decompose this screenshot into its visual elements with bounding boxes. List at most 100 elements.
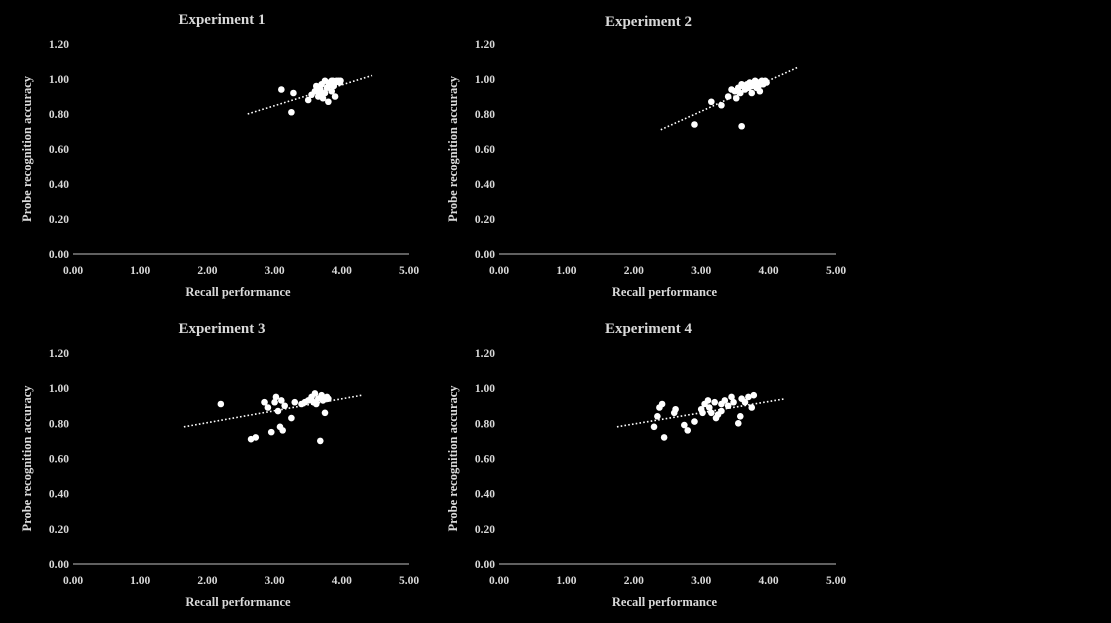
data-point (316, 89, 324, 97)
chart-panel-2: Experiment 2 0.00 1.00 2.00 3.00 4.00 5.00 0.00… (446, 14, 846, 299)
data-point (304, 96, 312, 104)
y-axis-label: Probe recognition accuracy (20, 385, 34, 532)
chart-title: Experiment 3 (178, 321, 265, 337)
data-point (290, 89, 297, 97)
data-point (278, 86, 285, 93)
data-point (736, 413, 744, 420)
x-tick-label: 1.00 (130, 575, 150, 587)
data-point (278, 397, 285, 404)
x-tick-label: 2.00 (197, 575, 217, 587)
data-point (691, 121, 698, 128)
data-point (264, 404, 272, 411)
data-point (288, 108, 295, 116)
y-tick-label: 0.00 (475, 559, 495, 571)
y-tick-label: 0.60 (475, 144, 495, 156)
data-point (267, 428, 275, 436)
data-point (691, 418, 698, 425)
data-point (318, 391, 325, 399)
y-tick-label: 0.40 (49, 489, 69, 501)
y-tick-label: 0.20 (49, 214, 69, 226)
chart-panel-4: Experiment 4 0.00 1.00 2.00 3.00 4.00 5.00 0.00… (446, 321, 846, 609)
y-axis-label: Probe recognition accuracy (446, 75, 460, 222)
data-point (711, 398, 718, 406)
data-point (724, 402, 732, 410)
data-point (658, 400, 666, 408)
x-tick-label: 5.00 (399, 265, 419, 277)
data-point (328, 87, 336, 95)
chart-title: Experiment 4 (605, 321, 693, 337)
data-point (252, 434, 260, 441)
data-point (271, 398, 278, 406)
data-point (272, 393, 280, 401)
x-axis-label: Recall performance (612, 595, 718, 609)
chart-panel-1: Experiment 1 0.00 1.00 2.00 3.00 4.00 5.00 0.00… (20, 12, 419, 299)
x-tick-label: 4.00 (759, 575, 779, 587)
data-point (718, 101, 725, 109)
data-point (672, 405, 679, 413)
data-point (261, 398, 268, 406)
data-point (311, 390, 319, 397)
data-point (704, 397, 712, 404)
data-point (699, 409, 706, 417)
x-tick-label: 4.00 (759, 265, 779, 277)
data-point (763, 79, 770, 86)
data-point (755, 82, 762, 90)
data-point (756, 87, 764, 95)
y-tick-label: 1.00 (475, 383, 495, 395)
data-point (738, 122, 745, 130)
y-tick-label: 0.40 (475, 179, 495, 191)
data-point (311, 87, 319, 95)
y-tick-label: 0.60 (475, 454, 495, 466)
data-point (724, 93, 732, 100)
data-point (728, 86, 735, 93)
y-tick-label: 0.80 (49, 109, 69, 121)
data-point (708, 409, 715, 417)
data-point (738, 80, 745, 88)
x-tick-label: 1.00 (556, 265, 576, 277)
x-tick-label: 2.00 (624, 265, 644, 277)
y-tick-label: 0.40 (49, 179, 69, 191)
data-point (321, 89, 329, 97)
y-tick-label: 1.00 (475, 74, 495, 86)
data-point (745, 393, 752, 401)
x-tick-label: 2.00 (624, 575, 644, 587)
data-point (708, 98, 715, 106)
x-tick-label: 3.00 (691, 575, 711, 587)
x-tick-label: 0.00 (489, 575, 509, 587)
data-point (291, 398, 299, 406)
data-point (279, 427, 286, 434)
y-tick-label: 1.20 (475, 39, 495, 51)
data-point (325, 395, 332, 403)
data-point (321, 77, 329, 85)
x-tick-label: 1.00 (556, 575, 576, 587)
data-point (337, 77, 344, 85)
data-point (660, 434, 668, 441)
x-tick-label: 5.00 (826, 575, 846, 587)
data-point (281, 402, 288, 410)
y-tick-label: 0.60 (49, 144, 69, 156)
data-point (728, 393, 735, 401)
y-axis-label: Probe recognition accuracy (20, 75, 34, 222)
x-tick-label: 4.00 (332, 575, 352, 587)
trend-line (660, 66, 800, 131)
data-point (650, 423, 658, 431)
x-tick-label: 3.00 (691, 265, 711, 277)
data-point (705, 404, 713, 411)
y-tick-label: 1.20 (475, 348, 495, 360)
data-point (310, 398, 317, 406)
x-tick-label: 5.00 (399, 575, 419, 587)
data-point (741, 398, 749, 406)
y-tick-label: 1.00 (49, 74, 69, 86)
chart-panel-3: Experiment 3 0.00 1.00 2.00 3.00 4.00 5.00 0.00… (20, 321, 419, 609)
data-point (732, 94, 740, 102)
data-point (748, 89, 756, 97)
y-tick-label: 0.60 (49, 454, 69, 466)
data-point (319, 94, 327, 102)
data-point (316, 437, 324, 445)
chart-title: Experiment 1 (178, 12, 265, 28)
data-point (654, 413, 661, 420)
data-point (718, 407, 725, 415)
x-axis-label: Recall performance (185, 595, 291, 609)
x-tick-label: 1.00 (130, 265, 150, 277)
